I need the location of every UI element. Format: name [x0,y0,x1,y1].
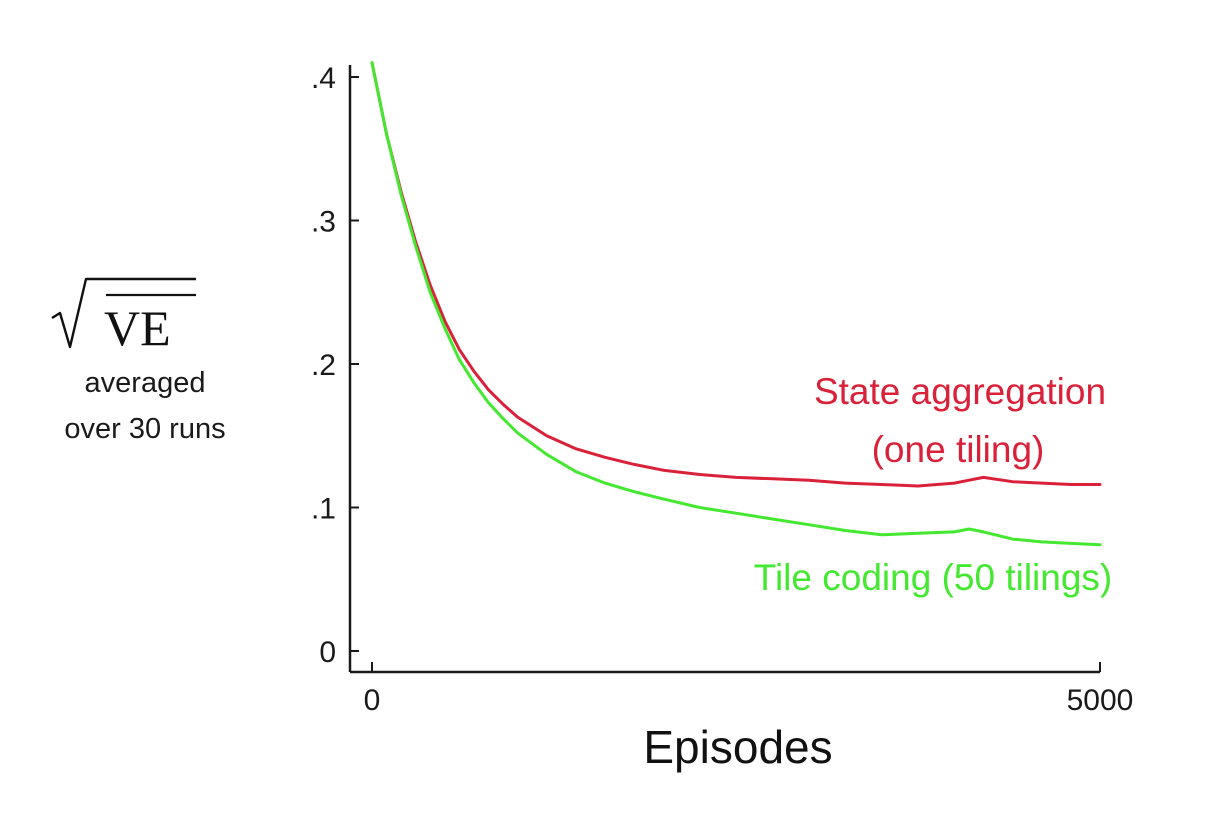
y-tick-label: .3 [311,206,336,239]
series-label-line: (one tiling) [872,429,1045,470]
axes [348,65,1100,674]
series-line-tile-coding [370,61,1102,547]
series-lines [370,61,1102,547]
series-label-tile-coding: Tile coding (50 tilings) [754,557,1113,598]
y-axis-label-line1: averaged [85,367,206,399]
y-axis-ticks: 0 .1 .2 .3 .4 [311,62,359,669]
series-line-state-aggregation [370,61,1102,488]
y-axis-symbol: VE [104,300,171,356]
y-axis-label: VE averaged over 30 runs [51,277,226,445]
y-tick-label: .2 [311,349,336,382]
series-label-line: State aggregation [814,371,1106,412]
sqrt-radical-sign [51,277,196,349]
x-tick-label: 5000 [1067,684,1134,717]
x-tick-label: 0 [364,684,381,717]
y-tick-label: 0 [319,636,336,669]
y-axis-label-line2: over 30 runs [64,413,225,445]
y-tick-label: .1 [311,493,336,526]
x-axis-label: Episodes [643,721,832,773]
series-label-state-aggregation: State aggregation (one tiling) [814,371,1106,470]
y-tick-label: .4 [311,62,336,95]
x-axis-ticks: 0 5000 [364,662,1134,717]
series-label-line: Tile coding (50 tilings) [754,557,1113,598]
